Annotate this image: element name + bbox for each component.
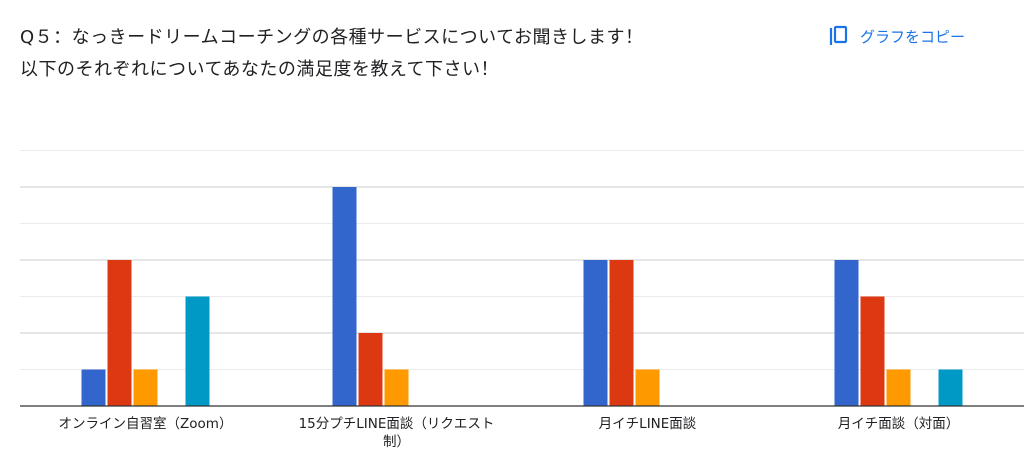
bar[interactable] (886, 369, 911, 407)
copy-icon (829, 25, 848, 45)
bar[interactable] (384, 369, 409, 407)
bar[interactable] (332, 187, 357, 406)
x-tick-label: オンライン自習室（Zoom） (59, 415, 233, 432)
bar[interactable] (107, 260, 132, 406)
bar[interactable] (583, 260, 608, 406)
question-line-1: Q５：なっきードリームコーチングの各種サービスについてお聞きします！ (20, 27, 644, 48)
copy-chart-button[interactable]: グラフをコピー (826, 24, 965, 48)
x-tick-label: 月イチ面談（対面） (838, 416, 960, 432)
question-line-2: 以下のそれぞれについてあなたの満足度を教えて下さい！ (20, 59, 500, 80)
bar[interactable] (81, 369, 106, 407)
bar[interactable] (358, 333, 383, 406)
question-title: Q５：なっきードリームコーチングの各種サービスについてお聞きします！ 以下のそれ… (20, 22, 800, 86)
bar[interactable] (834, 260, 859, 406)
x-tick-label: 制） (383, 434, 410, 450)
bar[interactable] (185, 296, 210, 407)
bar[interactable] (860, 296, 885, 407)
x-tick-label: 月イチLINE面談 (599, 416, 697, 432)
copy-chart-label: グラフをコピー (860, 27, 966, 46)
bar[interactable] (133, 369, 158, 407)
bar[interactable] (609, 260, 634, 406)
bar[interactable] (938, 369, 963, 407)
x-tick-label: 15分プチLINE面談（リクエスト (299, 416, 495, 432)
bar[interactable] (635, 369, 660, 407)
